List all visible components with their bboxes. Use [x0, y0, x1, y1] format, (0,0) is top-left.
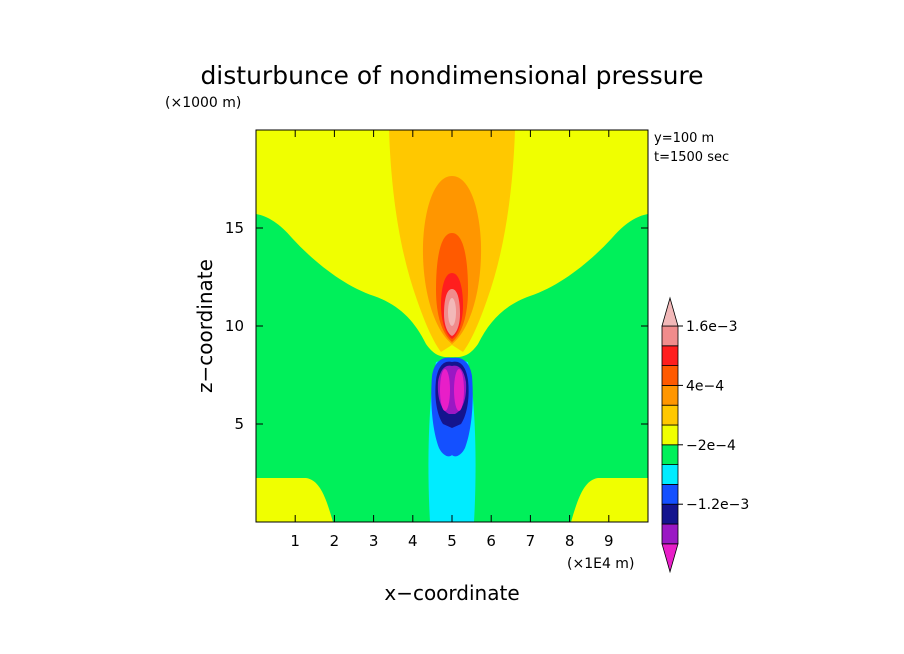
y-tick-label-2: 15 [225, 219, 244, 237]
plot-field [256, 130, 648, 522]
y-tick-label-1: 10 [225, 317, 244, 335]
x-unit-label: (×1E4 m) [567, 556, 634, 572]
colorbar-label-1: 4e−4 [686, 378, 724, 394]
field-yellow-lower-right [571, 478, 648, 522]
colorbar-bin-3 [661, 483, 679, 505]
x-tick-label-7: 8 [565, 532, 575, 550]
colorbar-bin-10 [661, 345, 679, 366]
y-unit-label: (×1000 m) [165, 95, 241, 111]
colorbar-cap-low [661, 543, 679, 574]
x-tick-label-8: 9 [604, 532, 614, 550]
colorbar-label-3: −1.2e−3 [686, 497, 749, 513]
y-axis-label: z−coordinate [193, 259, 217, 393]
x-tick-label-4: 5 [447, 532, 457, 550]
colorbar-bin-6 [661, 424, 679, 446]
x-tick-label-0: 1 [290, 532, 300, 550]
field-light-pink [448, 298, 456, 326]
colorbar-bin-9 [661, 365, 679, 386]
field-magenta-left [440, 369, 450, 411]
colorbar-bin-11 [661, 325, 679, 347]
colorbar-bin-5 [661, 444, 679, 465]
colorbar-label-0: 1.6e−3 [686, 319, 738, 335]
colorbar-bin-8 [661, 384, 679, 406]
colorbar-labels: 1.6e−3 4e−4 −2e−4 −1.2e−3 [686, 319, 749, 513]
x-tick-label-2: 3 [369, 532, 379, 550]
y-tick-labels: 5 10 15 [225, 219, 244, 433]
x-tick-label-5: 6 [486, 532, 496, 550]
chart-title: disturbunce of nondimensional pressure [200, 61, 703, 90]
field-yellow-lower-left [256, 478, 333, 522]
colorbar-bin-4 [661, 464, 679, 485]
colorbar [661, 296, 683, 574]
colorbar-bin-2 [661, 503, 679, 525]
x-tick-label-1: 2 [330, 532, 340, 550]
colorbar-bin-1 [661, 523, 679, 545]
axis-ticks [256, 130, 648, 522]
colorbar-cap-high [661, 296, 679, 327]
annotation-y: y=100 m [654, 131, 714, 146]
x-tick-label-3: 4 [408, 532, 418, 550]
annotation-t: t=1500 sec [654, 150, 729, 165]
colorbar-label-2: −2e−4 [686, 438, 736, 454]
colorbar-bin-7 [661, 404, 679, 426]
y-tick-label-0: 5 [234, 415, 244, 433]
x-tick-labels: 1 2 3 4 5 6 7 8 9 [290, 532, 613, 550]
x-tick-label-6: 7 [526, 532, 536, 550]
x-axis-label: x−coordinate [384, 581, 519, 605]
field-magenta-right [454, 369, 464, 411]
